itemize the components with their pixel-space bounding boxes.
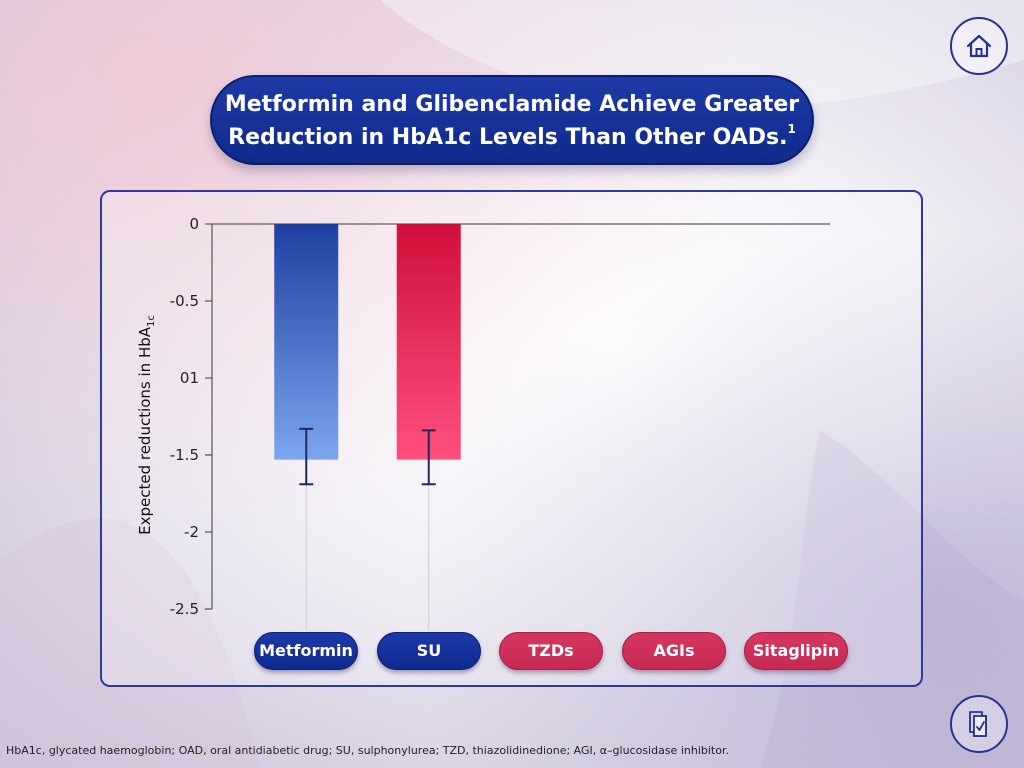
home-icon	[966, 34, 992, 58]
references-button[interactable]	[950, 695, 1008, 753]
title-line-2: Reduction in HbA1c Levels Than Other OAD…	[212, 121, 812, 154]
references-icon	[969, 711, 987, 737]
y-axis-label-subscript: 1c	[146, 315, 157, 327]
y-tick-label: -2.5	[170, 600, 199, 618]
y-tick-label: -2	[184, 523, 199, 541]
bar-su	[396, 224, 461, 460]
category-button-label: Sitaglipin	[752, 641, 840, 660]
category-button-metformin[interactable]: Metformin	[254, 632, 358, 670]
chart-panel	[100, 190, 923, 687]
title-reference-mark: 1	[787, 122, 796, 136]
category-button-agis[interactable]: AGIs	[622, 632, 726, 670]
y-tick-label: 0	[189, 215, 199, 233]
y-tick-label: -1.5	[170, 446, 199, 464]
error-bar-metformin	[299, 427, 314, 486]
axis-layer: 0 -0.5 01 -1.5 -2 -2.5	[170, 215, 830, 618]
category-button-label: AGIs	[653, 641, 695, 660]
footnote: HbA1c, glycated haemoglobin; OAD, oral a…	[6, 744, 729, 757]
page-title: Metformin and Glibenclamide Achieve Grea…	[210, 75, 814, 165]
y-axis-label: Expected reductions in HbA1c	[136, 315, 157, 535]
home-button[interactable]	[950, 17, 1008, 75]
category-button-label: Metformin	[259, 641, 353, 660]
y-axis-label-main: Expected reductions in HbA	[136, 326, 154, 535]
category-button-label: TZDs	[528, 641, 574, 660]
bars-layer	[274, 224, 461, 630]
category-button-sitaglipin[interactable]: Sitaglipin	[744, 632, 848, 670]
category-button-tzds[interactable]: TZDs	[499, 632, 603, 670]
category-button-su[interactable]: SU	[377, 632, 481, 670]
category-button-label: SU	[416, 641, 442, 660]
y-tick-label: 01	[180, 369, 199, 387]
title-line-1: Metformin and Glibenclamide Achieve Grea…	[224, 92, 800, 117]
error-bar-su	[421, 429, 436, 486]
y-tick-label: -0.5	[170, 292, 199, 310]
title-line-2-text: Reduction in HbA1c Levels Than Other OAD…	[228, 125, 788, 150]
bar-metformin	[274, 224, 339, 460]
